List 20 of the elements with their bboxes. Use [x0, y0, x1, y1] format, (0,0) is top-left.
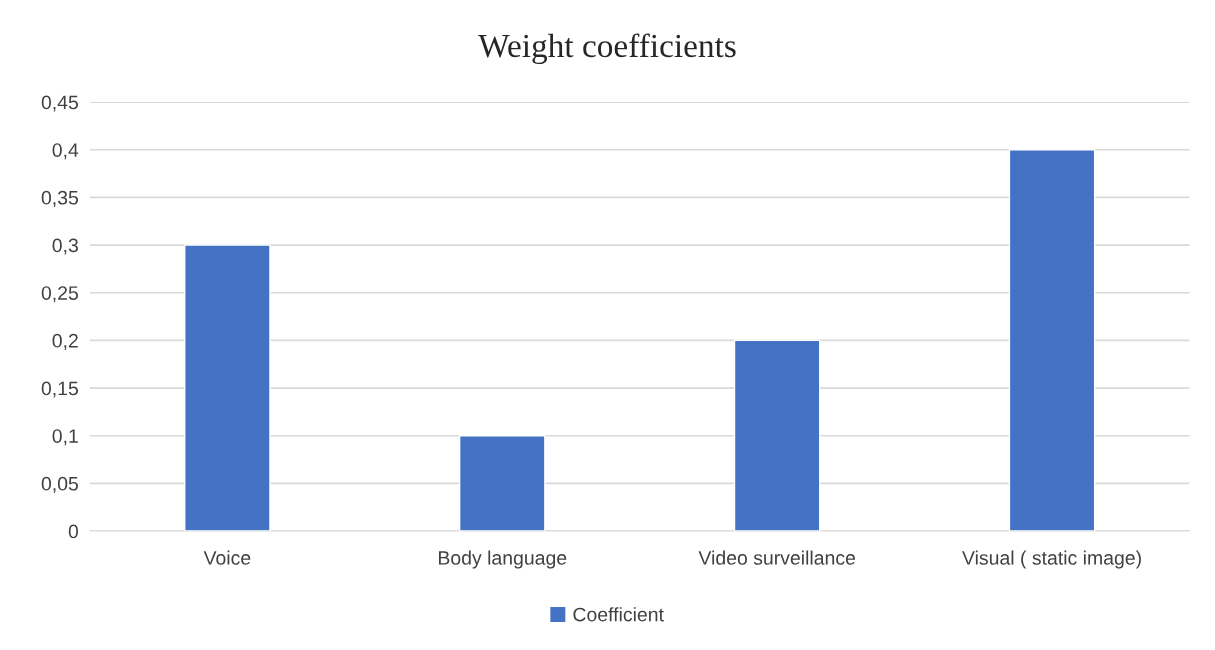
chart-title: Weight coefficients: [478, 33, 736, 65]
bar: [733, 339, 821, 532]
y-tick-label: 0,1: [52, 429, 78, 446]
bar: [458, 435, 546, 532]
x-tick-label: Video surveillance: [698, 550, 856, 565]
x-tick-label: Voice: [203, 550, 251, 565]
y-tick-label: 0: [68, 524, 79, 539]
y-tick-label: 0,4: [52, 143, 79, 160]
x-tick-label: Visual ( static image): [962, 550, 1141, 569]
bar: [1008, 149, 1096, 532]
y-tick-label: 0,2: [52, 333, 78, 350]
y-tick-label: 0,3: [52, 238, 78, 255]
y-tick-label: 0,35: [41, 190, 78, 207]
y-tick-label: 0,05: [41, 476, 78, 493]
bar: [184, 244, 271, 532]
y-tick-label: 0,25: [41, 286, 78, 303]
y-tick-label: 0,45: [41, 95, 78, 112]
x-tick-label: Body language: [438, 550, 567, 569]
y-tick-label: 0,15: [41, 381, 78, 398]
legend-label: Coefficient: [573, 607, 664, 622]
